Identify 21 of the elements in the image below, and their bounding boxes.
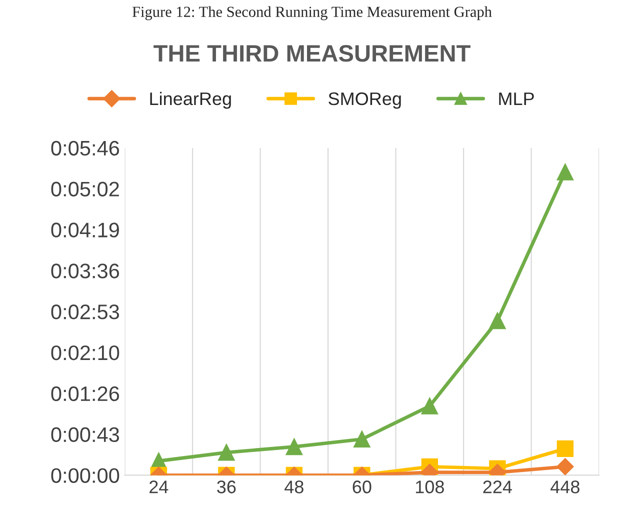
x-tick-label: 108 bbox=[416, 480, 444, 494]
x-tick-label: 224 bbox=[483, 480, 512, 494]
legend-label: MLP bbox=[499, 92, 534, 105]
y-tick-label: 0:04:19 bbox=[51, 222, 119, 238]
y-tick-label: 0:02:10 bbox=[51, 345, 120, 360]
y-tick-label: 0:00:43 bbox=[51, 427, 120, 442]
x-tick-label: 24 bbox=[150, 480, 168, 494]
caption: Figure 12: The Second Running Time Measurement Graph bbox=[132, 6, 492, 20]
x-tick-label: 36 bbox=[217, 480, 236, 494]
y-tick-label: 0:02:53 bbox=[51, 304, 120, 320]
x-tick-label: 448 bbox=[550, 480, 580, 494]
y-tick-label: 0:01:26 bbox=[51, 386, 120, 402]
y-tick-label: 0:00:00 bbox=[51, 468, 120, 483]
legend-label: SMOReg bbox=[328, 92, 401, 109]
y-tick-label: 0:05:46 bbox=[51, 140, 120, 156]
x-tick-label: 48 bbox=[284, 480, 304, 494]
x-tick-label: 60 bbox=[352, 480, 372, 494]
y-tick-label: 0:05:02 bbox=[51, 182, 119, 197]
legend-label: LinearReg bbox=[150, 92, 231, 109]
y-tick-label: 0:03:36 bbox=[51, 264, 120, 278]
chart-title: THE THIRD MEASUREMENT bbox=[154, 45, 470, 62]
